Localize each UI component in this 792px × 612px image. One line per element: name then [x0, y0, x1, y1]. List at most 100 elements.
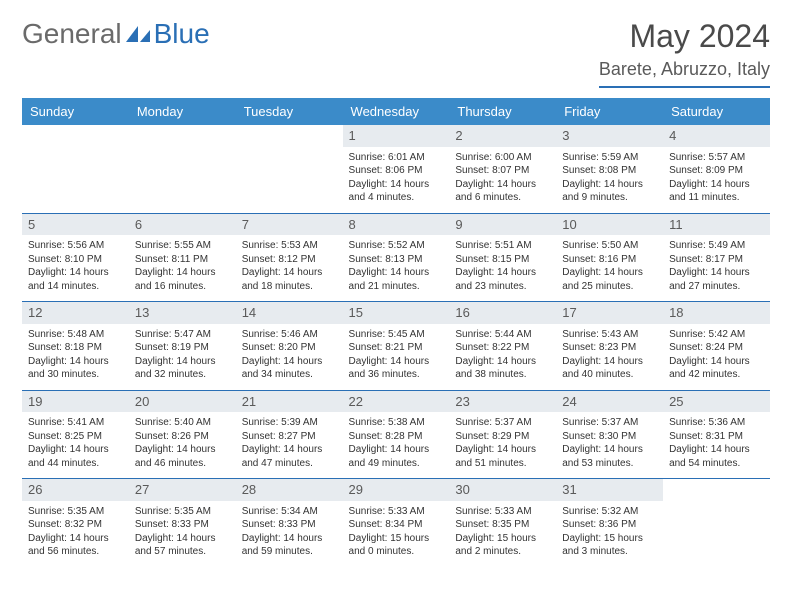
day-number: 31 — [556, 479, 663, 501]
calendar-day-cell: 27Sunrise: 5:35 AMSunset: 8:33 PMDayligh… — [129, 479, 236, 567]
day-details: Sunrise: 5:45 AMSunset: 8:21 PMDaylight:… — [349, 328, 444, 382]
day-number: 13 — [129, 302, 236, 324]
day-header: Monday — [129, 98, 236, 125]
day-number: 16 — [449, 302, 556, 324]
calendar-day-cell: 13 Sunrise: 5:47 AMSunset: 8:19 PMDayligh… — [129, 302, 236, 391]
calendar-day-cell: 23 Sunrise: 5:37 AMSunset: 8:29 PMDayligh… — [449, 390, 556, 479]
day-details: Sunrise: 5:35 AMSunset: 8:33 PMDaylight:… — [135, 505, 230, 559]
calendar-day-cell: 10 Sunrise: 5:50 AMSunset: 8:16 PMDayligh… — [556, 213, 663, 302]
day-details: Sunrise: 5:48 AMSunset: 8:18 PMDaylight:… — [28, 328, 123, 382]
calendar-day-cell: . — [236, 125, 343, 213]
calendar-day-cell: 1Sunrise: 6:01 AMSunset: 8:06 PMDaylight… — [343, 125, 450, 213]
calendar-day-cell: 30 Sunrise: 5:33 AMSunset: 8:35 PMDayligh… — [449, 479, 556, 567]
day-details: Sunrise: 5:40 AMSunset: 8:26 PMDaylight:… — [135, 416, 230, 470]
calendar-day-cell: 18 Sunrise: 5:42 AMSunset: 8:24 PMDayligh… — [663, 302, 770, 391]
calendar-body: ...1Sunrise: 6:01 AMSunset: 8:06 PMDayli… — [22, 125, 770, 567]
day-number: 23 — [449, 391, 556, 413]
day-header: Friday — [556, 98, 663, 125]
day-details: Sunrise: 6:00 AMSunset: 8:07 PMDaylight:… — [455, 151, 550, 205]
day-details: Sunrise: 5:42 AMSunset: 8:24 PMDaylight:… — [669, 328, 764, 382]
calendar-day-cell: 8 Sunrise: 5:52 AMSunset: 8:13 PMDaylight… — [343, 213, 450, 302]
day-details: Sunrise: 5:55 AMSunset: 8:11 PMDaylight:… — [135, 239, 230, 293]
day-details: Sunrise: 5:35 AMSunset: 8:32 PMDaylight:… — [28, 505, 123, 559]
calendar-day-cell: 5 Sunrise: 5:56 AMSunset: 8:10 PMDaylight… — [22, 213, 129, 302]
calendar-day-cell: 2Sunrise: 6:00 AMSunset: 8:07 PMDaylight… — [449, 125, 556, 213]
day-header: Thursday — [449, 98, 556, 125]
day-number: 29 — [343, 479, 450, 501]
topbar: General Blue May 2024 Barete, Abruzzo, I… — [22, 18, 770, 88]
calendar-day-cell: 11 Sunrise: 5:49 AMSunset: 8:17 PMDayligh… — [663, 213, 770, 302]
day-number: 5 — [22, 214, 129, 236]
brand-logo: General Blue — [22, 18, 210, 50]
calendar-week-row: ...1Sunrise: 6:01 AMSunset: 8:06 PMDayli… — [22, 125, 770, 213]
header-right: May 2024 Barete, Abruzzo, Italy — [599, 18, 770, 88]
day-details: Sunrise: 5:49 AMSunset: 8:17 PMDaylight:… — [669, 239, 764, 293]
day-details: Sunrise: 5:33 AMSunset: 8:34 PMDaylight:… — [349, 505, 444, 559]
day-details: Sunrise: 5:41 AMSunset: 8:25 PMDaylight:… — [28, 416, 123, 470]
day-details: Sunrise: 5:50 AMSunset: 8:16 PMDaylight:… — [562, 239, 657, 293]
day-details: Sunrise: 6:01 AMSunset: 8:06 PMDaylight:… — [349, 151, 444, 205]
day-number: 20 — [129, 391, 236, 413]
brand-part1: General — [22, 18, 122, 50]
day-number: 10 — [556, 214, 663, 236]
location-subtitle: Barete, Abruzzo, Italy — [599, 59, 770, 88]
day-header: Saturday — [663, 98, 770, 125]
day-details: Sunrise: 5:43 AMSunset: 8:23 PMDaylight:… — [562, 328, 657, 382]
brand-part2: Blue — [154, 18, 210, 50]
day-details: Sunrise: 5:37 AMSunset: 8:29 PMDaylight:… — [455, 416, 550, 470]
calendar-day-cell: 4 Sunrise: 5:57 AMSunset: 8:09 PMDaylight… — [663, 125, 770, 213]
day-details: Sunrise: 5:37 AMSunset: 8:30 PMDaylight:… — [562, 416, 657, 470]
day-details: Sunrise: 5:57 AMSunset: 8:09 PMDaylight:… — [669, 151, 764, 205]
day-number: 25 — [663, 391, 770, 413]
day-number: 18 — [663, 302, 770, 324]
day-number: 12 — [22, 302, 129, 324]
day-details: Sunrise: 5:32 AMSunset: 8:36 PMDaylight:… — [562, 505, 657, 559]
brand-sail-icon — [124, 24, 152, 44]
day-number: 26 — [22, 479, 129, 501]
day-number: 30 — [449, 479, 556, 501]
calendar-day-cell: 7Sunrise: 5:53 AMSunset: 8:12 PMDaylight… — [236, 213, 343, 302]
calendar-day-cell: 26 Sunrise: 5:35 AMSunset: 8:32 PMDayligh… — [22, 479, 129, 567]
calendar-week-row: 12 Sunrise: 5:48 AMSunset: 8:18 PMDayligh… — [22, 302, 770, 391]
calendar-day-cell: 17Sunrise: 5:43 AMSunset: 8:23 PMDayligh… — [556, 302, 663, 391]
day-details: Sunrise: 5:52 AMSunset: 8:13 PMDaylight:… — [349, 239, 444, 293]
calendar-day-cell: 24Sunrise: 5:37 AMSunset: 8:30 PMDayligh… — [556, 390, 663, 479]
day-details: Sunrise: 5:59 AMSunset: 8:08 PMDaylight:… — [562, 151, 657, 205]
day-details: Sunrise: 5:39 AMSunset: 8:27 PMDaylight:… — [242, 416, 337, 470]
day-details: Sunrise: 5:34 AMSunset: 8:33 PMDaylight:… — [242, 505, 337, 559]
month-title: May 2024 — [599, 18, 770, 55]
calendar-day-cell: 3 Sunrise: 5:59 AMSunset: 8:08 PMDaylight… — [556, 125, 663, 213]
calendar-day-cell: 28 Sunrise: 5:34 AMSunset: 8:33 PMDayligh… — [236, 479, 343, 567]
calendar-day-cell: 14Sunrise: 5:46 AMSunset: 8:20 PMDayligh… — [236, 302, 343, 391]
day-number: 19 — [22, 391, 129, 413]
day-details: Sunrise: 5:33 AMSunset: 8:35 PMDaylight:… — [455, 505, 550, 559]
day-details: Sunrise: 5:38 AMSunset: 8:28 PMDaylight:… — [349, 416, 444, 470]
calendar-header-row: SundayMondayTuesdayWednesdayThursdayFrid… — [22, 98, 770, 125]
day-number: 11 — [663, 214, 770, 236]
day-number: 6 — [129, 214, 236, 236]
calendar-day-cell: . — [22, 125, 129, 213]
day-number: 3 — [556, 125, 663, 147]
calendar-day-cell: 31 Sunrise: 5:32 AMSunset: 8:36 PMDayligh… — [556, 479, 663, 567]
day-number: 8 — [343, 214, 450, 236]
calendar-day-cell: 19 Sunrise: 5:41 AMSunset: 8:25 PMDayligh… — [22, 390, 129, 479]
day-number: 4 — [663, 125, 770, 147]
day-number: 14 — [236, 302, 343, 324]
calendar-day-cell: . — [663, 479, 770, 567]
day-number: 21 — [236, 391, 343, 413]
day-header: Wednesday — [343, 98, 450, 125]
calendar-day-cell: 15 Sunrise: 5:45 AMSunset: 8:21 PMDayligh… — [343, 302, 450, 391]
day-details: Sunrise: 5:36 AMSunset: 8:31 PMDaylight:… — [669, 416, 764, 470]
day-details: Sunrise: 5:47 AMSunset: 8:19 PMDaylight:… — [135, 328, 230, 382]
day-number: 28 — [236, 479, 343, 501]
day-number: 7 — [236, 214, 343, 236]
day-details: Sunrise: 5:44 AMSunset: 8:22 PMDaylight:… — [455, 328, 550, 382]
day-number: 15 — [343, 302, 450, 324]
day-details: Sunrise: 5:51 AMSunset: 8:15 PMDaylight:… — [455, 239, 550, 293]
calendar-day-cell: . — [129, 125, 236, 213]
calendar-day-cell: 22Sunrise: 5:38 AMSunset: 8:28 PMDayligh… — [343, 390, 450, 479]
calendar-day-cell: 20 Sunrise: 5:40 AMSunset: 8:26 PMDayligh… — [129, 390, 236, 479]
day-details: Sunrise: 5:56 AMSunset: 8:10 PMDaylight:… — [28, 239, 123, 293]
day-header: Tuesday — [236, 98, 343, 125]
day-number: 9 — [449, 214, 556, 236]
